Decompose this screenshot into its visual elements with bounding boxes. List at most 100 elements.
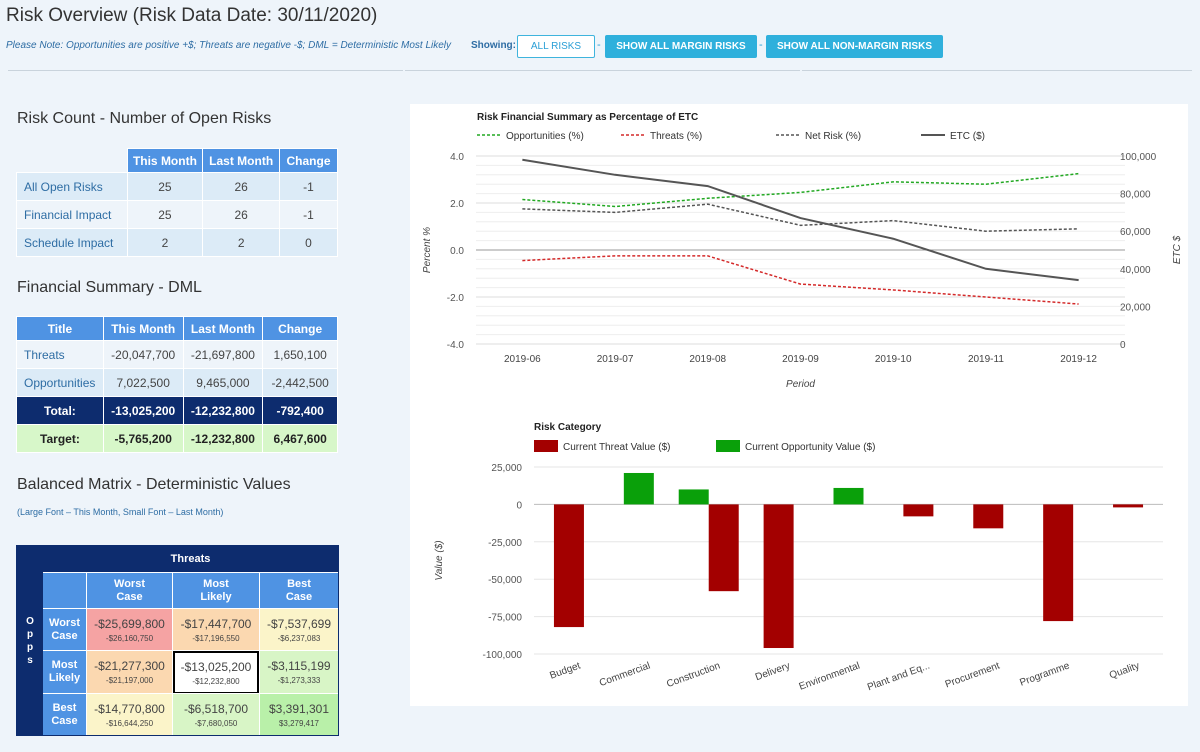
row-label: Financial Impact bbox=[16, 200, 128, 229]
y-axis-label: Value ($) bbox=[434, 540, 445, 580]
cell: 9,465,000 bbox=[182, 368, 264, 397]
charts-panel: Risk Financial Summary as Percentage of … bbox=[410, 104, 1188, 706]
cell: -1 bbox=[279, 172, 338, 201]
x-tick-label: Construction bbox=[665, 660, 722, 690]
legend-label: ETC ($) bbox=[950, 131, 985, 142]
row-label: Threats bbox=[16, 340, 104, 369]
table-row: Financial Impact 25 26 -1 bbox=[16, 200, 338, 229]
cell-this-month: -$3,115,199 bbox=[267, 659, 331, 673]
cell: 26 bbox=[202, 200, 281, 229]
x-tick-label: 2019-10 bbox=[875, 354, 912, 365]
row-header-line: Case bbox=[51, 714, 78, 727]
balanced-matrix: O p p s Threats Worst Case Most Likely Bes… bbox=[16, 545, 339, 736]
y-tick-label: -2.0 bbox=[447, 293, 465, 304]
cell: 25 bbox=[126, 200, 204, 229]
y2-axis-label: ETC $ bbox=[1172, 235, 1183, 264]
x-axis-label: Period bbox=[786, 379, 815, 390]
y-tick-label: 25,000 bbox=[491, 463, 522, 474]
cell: 0 bbox=[279, 228, 338, 257]
x-tick-label: Plant and Eq... bbox=[866, 660, 931, 693]
legend-label: Current Opportunity Value ($) bbox=[745, 442, 875, 453]
col-header-line: Best bbox=[287, 577, 311, 590]
financial-summary-table: Title This Month Last Month Change Threa… bbox=[16, 316, 338, 453]
y2-tick-label: 60,000 bbox=[1120, 227, 1151, 238]
cell-this-month: -$17,447,700 bbox=[180, 616, 252, 631]
cell: 6,467,600 bbox=[262, 424, 338, 453]
threats-label: Threats bbox=[43, 546, 338, 572]
y-tick-label: 2.0 bbox=[450, 199, 464, 210]
cell: 2 bbox=[202, 228, 281, 257]
cell: 7,022,500 bbox=[102, 368, 184, 397]
cell: -1 bbox=[279, 200, 338, 229]
all-risks-button[interactable]: ALL RISKS bbox=[517, 35, 595, 58]
y2-tick-label: 80,000 bbox=[1120, 190, 1151, 201]
legend-label: Threats (%) bbox=[650, 131, 702, 142]
cell-last-month: -$7,680,050 bbox=[194, 718, 238, 728]
matrix-cell: -$7,537,699 -$6,237,083 bbox=[259, 608, 338, 650]
cell-this-month: -$13,025,200 bbox=[180, 659, 252, 674]
column-header: Change bbox=[279, 148, 338, 173]
target-row: Target: -5,765,200 -12,232,800 6,467,600 bbox=[16, 424, 338, 453]
series-line bbox=[522, 203, 1079, 232]
table-row: Threats -20,047,700 -21,697,800 1,650,10… bbox=[16, 340, 338, 369]
y-tick-label: -25,000 bbox=[488, 538, 522, 549]
chart-title: Risk Category bbox=[534, 422, 602, 433]
opportunity-bar bbox=[833, 487, 864, 505]
matrix-note: (Large Font – This Month, Small Font – L… bbox=[17, 507, 224, 517]
col-header-worst: Worst Case bbox=[86, 572, 172, 608]
chart-title: Risk Financial Summary as Percentage of … bbox=[477, 112, 698, 123]
x-tick-label: Environmental bbox=[798, 660, 862, 692]
legend-label: Net Risk (%) bbox=[805, 131, 861, 142]
y2-tick-label: 0 bbox=[1120, 340, 1126, 351]
cell: -12,232,800 bbox=[182, 424, 264, 453]
threat-bar bbox=[1113, 504, 1144, 508]
cell-last-month: -$26,160,750 bbox=[105, 633, 154, 643]
row-label: Schedule Impact bbox=[16, 228, 128, 257]
threat-bar bbox=[1043, 504, 1074, 622]
y2-tick-label: 20,000 bbox=[1120, 302, 1151, 313]
divider bbox=[8, 70, 403, 71]
matrix-cell: -$21,277,300 -$21,197,000 bbox=[86, 650, 172, 693]
row-header-line: Worst bbox=[49, 616, 80, 629]
x-tick-label: Budget bbox=[548, 660, 582, 681]
cell: -5,765,200 bbox=[102, 424, 184, 453]
column-header: Last Month bbox=[202, 148, 281, 173]
x-tick-label: 2019-08 bbox=[689, 354, 726, 365]
cell-last-month: -$12,232,800 bbox=[192, 676, 240, 686]
matrix-cell: -$3,115,199 -$1,273,333 bbox=[259, 650, 338, 693]
matrix-corner bbox=[43, 572, 86, 608]
empty-header bbox=[17, 149, 128, 173]
cell: -792,400 bbox=[262, 396, 338, 425]
cell: -12,232,800 bbox=[182, 396, 264, 425]
table-row: All Open Risks 25 26 -1 bbox=[16, 172, 338, 201]
threat-bar bbox=[973, 504, 1004, 529]
matrix-cell: -$6,518,700 -$7,680,050 bbox=[172, 693, 259, 735]
cell: -20,047,700 bbox=[102, 340, 184, 369]
cell-last-month: -$21,197,000 bbox=[105, 676, 154, 685]
cell: 1,650,100 bbox=[262, 340, 338, 369]
x-tick-label: 2019-12 bbox=[1060, 354, 1097, 365]
risk-count-title: Risk Count - Number of Open Risks bbox=[17, 110, 272, 127]
table-row: Opportunities 7,022,500 9,465,000 -2,442… bbox=[16, 368, 338, 397]
show-non-margin-risks-button[interactable]: SHOW ALL NON-MARGIN RISKS bbox=[766, 35, 943, 58]
y2-tick-label: 100,000 bbox=[1120, 152, 1157, 163]
opps-letter: p bbox=[26, 641, 34, 653]
y-axis-label: Percent % bbox=[422, 227, 433, 273]
x-tick-label: 2019-11 bbox=[968, 354, 1004, 365]
row-header-line: Most bbox=[51, 659, 78, 671]
column-header: This Month bbox=[126, 148, 204, 173]
x-tick-label: Quality bbox=[1108, 660, 1141, 681]
x-tick-label: 2019-09 bbox=[782, 354, 819, 365]
matrix-cell-selected: -$13,025,200 -$12,232,800 bbox=[173, 651, 259, 694]
column-header: Title bbox=[16, 316, 104, 341]
show-margin-risks-button[interactable]: SHOW ALL MARGIN RISKS bbox=[605, 35, 757, 58]
cell-last-month: -$1,273,333 bbox=[277, 676, 321, 685]
row-label: Total: bbox=[16, 396, 104, 425]
col-header-most-likely: Most Likely bbox=[172, 572, 259, 608]
matrix-cell: -$25,699,800 -$26,160,750 bbox=[86, 608, 172, 650]
y-tick-label: 0.0 bbox=[450, 246, 464, 257]
opportunity-bar bbox=[623, 472, 654, 505]
matrix-cell: -$14,770,800 -$16,644,250 bbox=[86, 693, 172, 735]
cell-last-month: -$16,644,250 bbox=[105, 718, 154, 728]
sign-note: Please Note: Opportunities are positive … bbox=[6, 40, 452, 51]
